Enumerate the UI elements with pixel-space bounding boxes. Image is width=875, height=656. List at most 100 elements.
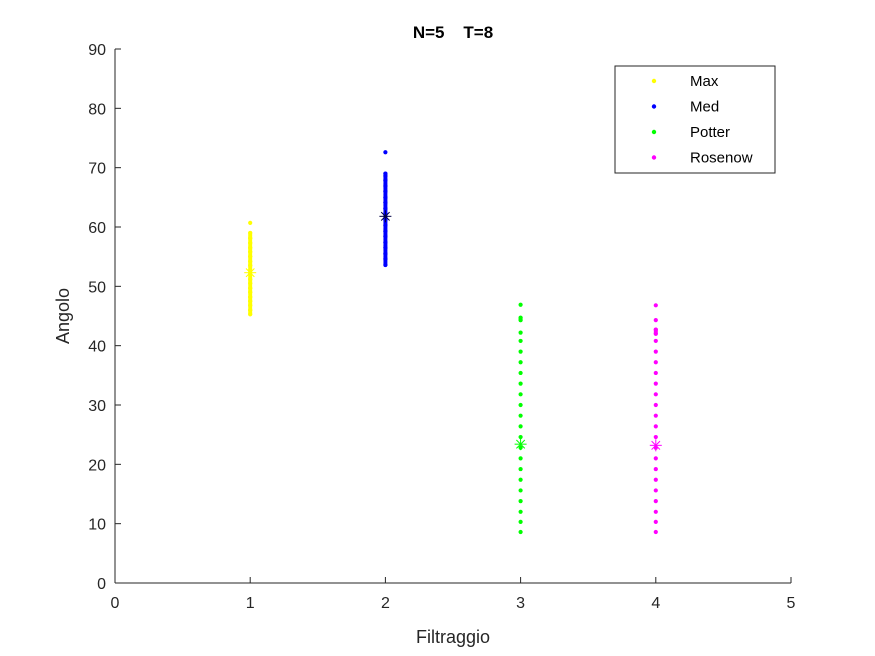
data-point	[653, 413, 658, 418]
data-point	[248, 277, 253, 282]
data-point	[383, 229, 388, 234]
data-point	[248, 240, 253, 246]
data-point	[383, 245, 388, 250]
data-point	[653, 360, 658, 365]
data-point	[518, 456, 523, 461]
data-point	[518, 370, 523, 376]
legend: Max Med Potter Rosenow	[614, 65, 776, 174]
data-point	[518, 509, 523, 514]
x-tick-label: 0	[111, 595, 120, 612]
data-point	[653, 529, 658, 535]
data-point	[248, 303, 253, 308]
data-point	[653, 509, 658, 514]
data-point	[653, 402, 658, 408]
data-point	[383, 251, 388, 256]
data-point	[653, 392, 658, 397]
data-point	[248, 249, 253, 255]
data-point	[653, 488, 658, 493]
data-point	[653, 331, 658, 336]
data-point	[248, 263, 253, 268]
data-point	[518, 434, 523, 440]
data-point	[653, 327, 658, 332]
data-point	[518, 402, 523, 408]
data-point	[518, 529, 523, 535]
legend-item-max: Max	[651, 73, 719, 90]
y-tick-label: 50	[88, 279, 106, 296]
data-point	[383, 183, 388, 189]
data-point	[653, 303, 658, 308]
legend-label: Rosenow	[690, 150, 753, 167]
data-point	[653, 456, 658, 461]
data-point	[248, 254, 253, 259]
data-point	[518, 424, 523, 429]
data-point	[518, 477, 523, 482]
legend-item-potter: Potter	[651, 124, 730, 141]
data-point	[518, 392, 523, 397]
series-max	[244, 220, 257, 317]
x-ticks: 0 1 2 3 4 5	[111, 577, 796, 612]
y-tick-label: 80	[88, 101, 106, 118]
mean-marker	[514, 438, 527, 451]
data-point	[248, 245, 253, 250]
data-point	[518, 466, 523, 472]
x-tick-label: 1	[246, 595, 255, 612]
data-point	[518, 338, 523, 344]
legend-marker	[651, 78, 657, 84]
series-rosenow	[649, 303, 662, 535]
data-point	[653, 424, 658, 429]
data-point	[248, 259, 253, 264]
data-point	[383, 262, 388, 268]
data-point	[383, 189, 388, 194]
data-point	[383, 223, 388, 228]
data-point	[653, 466, 658, 472]
data-point	[518, 349, 523, 354]
data-point	[518, 315, 523, 320]
y-tick-label: 70	[88, 161, 106, 178]
x-axis-label: Filtraggio	[416, 627, 490, 647]
data-point	[653, 434, 658, 440]
data-point	[248, 281, 253, 286]
legend-label: Potter	[690, 124, 730, 141]
data-point	[518, 488, 523, 493]
series-med	[379, 150, 392, 268]
legend-item-rosenow: Rosenow	[651, 150, 753, 167]
data-point	[248, 236, 253, 241]
legend-marker	[651, 129, 657, 135]
data-point	[248, 294, 253, 300]
data-point	[653, 381, 658, 386]
y-axis-label: Angolo	[53, 288, 73, 344]
mean-marker	[649, 439, 662, 452]
data-point	[383, 171, 388, 176]
y-tick-label: 60	[88, 220, 106, 237]
data-point	[518, 302, 523, 307]
x-tick-label: 5	[787, 595, 796, 612]
data-point	[653, 338, 658, 344]
mean-marker	[379, 210, 392, 223]
legend-marker	[651, 104, 657, 109]
y-tick-label: 40	[88, 339, 106, 356]
data-point	[383, 240, 388, 245]
data-point	[653, 349, 658, 354]
data-point	[518, 413, 523, 418]
data-point	[383, 195, 388, 200]
data-point	[248, 290, 253, 295]
y-tick-label: 0	[97, 576, 106, 593]
y-tick-label: 30	[88, 398, 106, 415]
data-point	[383, 150, 388, 155]
data-point	[383, 178, 388, 183]
chart-title: N=5 T=8	[413, 23, 493, 42]
legend-item-med: Med	[651, 99, 719, 116]
data-point	[518, 330, 523, 335]
data-point	[383, 200, 388, 205]
series-potter	[514, 302, 527, 535]
data-point	[248, 230, 253, 236]
data-marks	[244, 150, 662, 535]
x-tick-label: 2	[381, 595, 390, 612]
data-point	[653, 477, 658, 482]
data-point	[653, 318, 658, 323]
legend-marker	[651, 155, 657, 160]
data-point	[383, 234, 388, 239]
data-point	[383, 256, 388, 262]
